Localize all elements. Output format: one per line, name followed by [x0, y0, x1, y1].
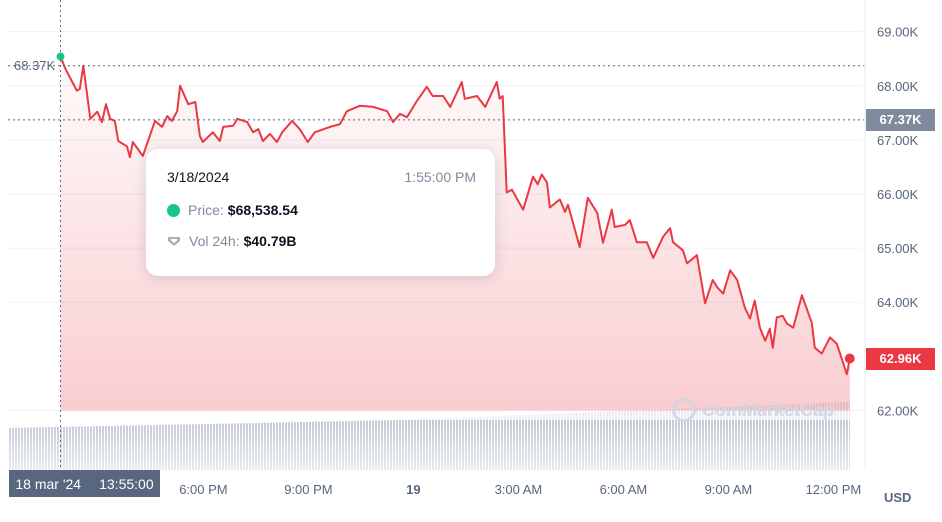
- y-tick-label: 62.00K: [877, 403, 919, 418]
- tooltip-price-row: Price: $68,538.54: [167, 202, 298, 218]
- volume-value: $40.79B: [243, 233, 297, 249]
- crosshair-value-label: 68.37K: [14, 57, 56, 73]
- crosshair-time: 13:55:00: [99, 475, 154, 492]
- volume-label: Vol 24h:: [189, 233, 240, 249]
- tooltip-date: 3/18/2024: [167, 169, 230, 185]
- watermark: CoinMarketCap: [672, 398, 834, 422]
- price-line: [59, 56, 851, 376]
- y-tick-label: 64.00K: [877, 295, 919, 310]
- price-value: $68,538.54: [227, 202, 298, 218]
- x-tick-label: 6:00 PM: [179, 482, 227, 497]
- coinmarketcap-logo-icon: [672, 398, 696, 422]
- x-tick-label: 6:00 AM: [600, 482, 648, 497]
- volume-bars: [8, 402, 850, 470]
- watermark-text: CoinMarketCap: [702, 399, 835, 420]
- last-price-point: [844, 353, 855, 364]
- x-tick-label: 3:00 AM: [495, 482, 543, 497]
- reference-price-badge: 67.37K: [866, 108, 935, 131]
- price-dot-icon: [167, 203, 180, 217]
- x-tick-label: 19: [406, 482, 420, 497]
- tooltip-volume-row: Vol 24h: $40.79B: [167, 233, 297, 249]
- price-label: Price:: [188, 202, 224, 218]
- y-tick-label: 68.00K: [877, 79, 919, 94]
- x-tick-label: 12:00 PM: [806, 482, 862, 497]
- volume-icon: [168, 236, 180, 246]
- y-tick-label: 65.00K: [877, 241, 919, 256]
- tooltip: 3/18/2024 1:55:00 PM Price: $68,538.54 V…: [146, 149, 495, 276]
- cursor-point: [56, 52, 65, 61]
- last-price-badge: 62.96K: [866, 347, 935, 370]
- y-tick-label: 69.00K: [877, 25, 919, 40]
- y-tick-label: 67.00K: [877, 133, 919, 148]
- crosshair-date: 18 mar '24: [15, 475, 82, 492]
- tooltip-time: 1:55:00 PM: [404, 169, 476, 185]
- crosshair-time-label: 18 mar '24 13:55:00: [9, 470, 160, 497]
- x-tick-label: 9:00 PM: [284, 482, 332, 497]
- y-tick-label: 66.00K: [877, 187, 919, 202]
- x-tick-label: 9:00 AM: [705, 482, 753, 497]
- currency-label: USD: [884, 490, 912, 505]
